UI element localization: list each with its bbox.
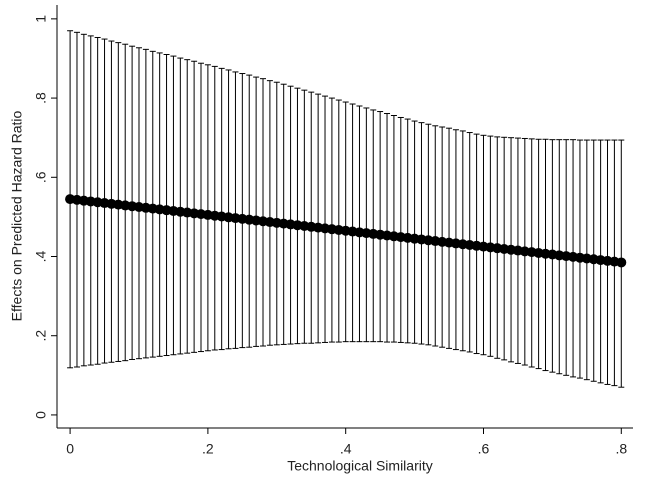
y-tick-label: 1 xyxy=(33,15,49,23)
point xyxy=(616,257,627,268)
y-tick-label: .8 xyxy=(33,92,49,104)
y-tick-label: .4 xyxy=(33,250,49,262)
x-tick-label: .4 xyxy=(340,441,352,457)
y-tick-label: .2 xyxy=(33,330,49,342)
y-tick-label: 0 xyxy=(33,411,49,419)
x-axis-title: Technological Similarity xyxy=(287,458,433,474)
x-tick-label: 0 xyxy=(66,441,74,457)
x-tick-label: .2 xyxy=(202,441,214,457)
y-tick-label: .6 xyxy=(33,171,49,183)
x-tick-label: .6 xyxy=(478,441,490,457)
x-tick-label: .8 xyxy=(615,441,627,457)
y-axis-title: Effects on Predicted Hazard Ratio xyxy=(9,110,25,321)
